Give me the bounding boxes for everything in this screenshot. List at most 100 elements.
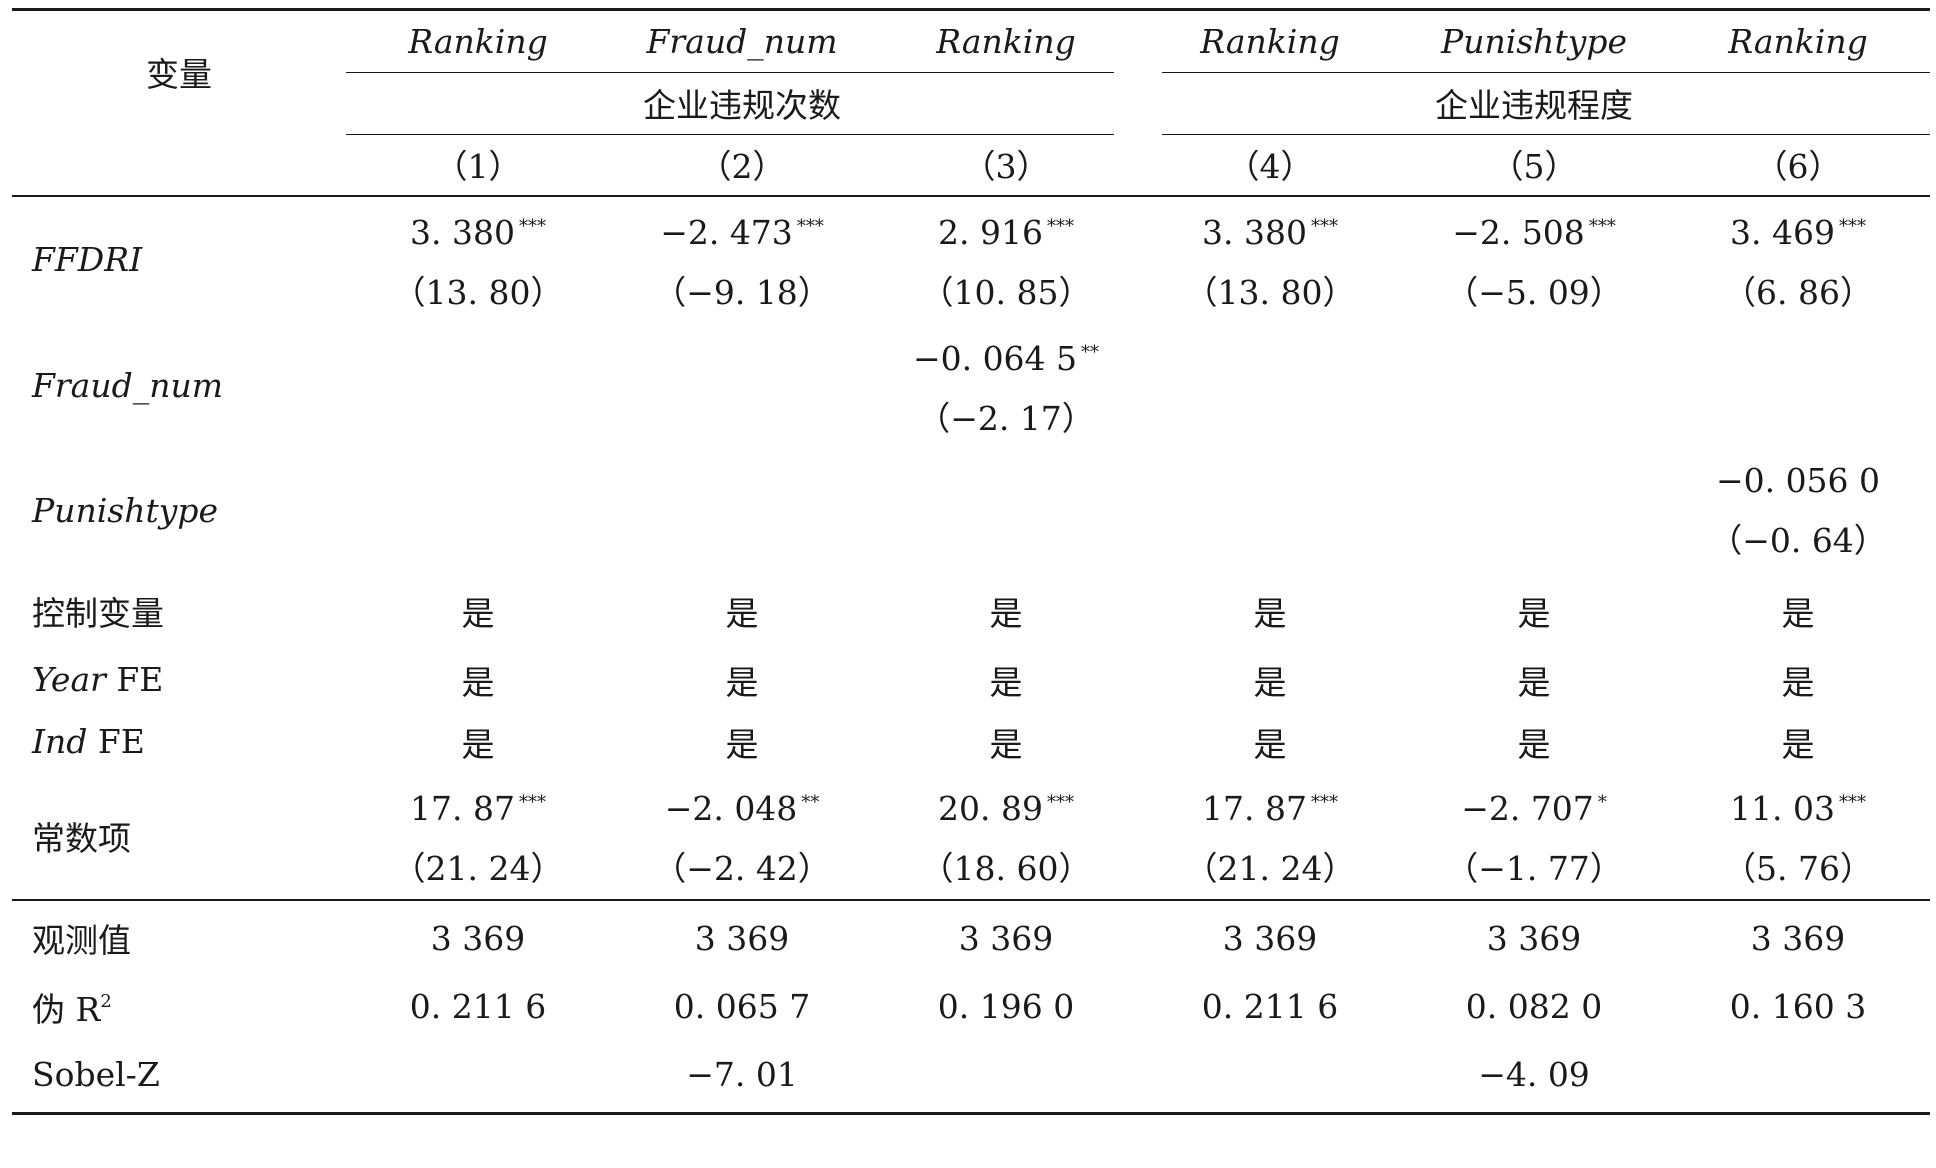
r2-cell-5: 0. 082 0 (1465, 987, 1603, 1026)
punishtype-cell-1 (346, 449, 610, 573)
controls-cell-6: 是 (1781, 593, 1815, 633)
col-number-blank (12, 133, 346, 197)
group-fraud-count: 企业违规次数 (346, 72, 1138, 135)
coef: 11. 03 (1730, 788, 1835, 828)
sobel-cell-1 (346, 1037, 610, 1115)
coef: 3. 469 (1730, 212, 1835, 252)
t-stat: （5. 76） (1723, 848, 1873, 888)
regression-table-container: 变量 Ranking Fraud_num Ranking Ranking Pun… (12, 8, 1930, 1115)
table-row-ffdri: FFDRI 3. 380 *** （13. 80） −2. 473 *** （−9. 1… (12, 196, 1930, 323)
fraud-num-cell-3: −0. 064 5 ** （−2. 17） (874, 323, 1138, 449)
col-number-6: （6） (1666, 133, 1930, 197)
stars: *** (1046, 215, 1074, 237)
year-label: Year (32, 660, 106, 699)
coef: 3. 380 (410, 212, 515, 252)
row-label-observations: 观测值 (32, 921, 131, 960)
t-stat: （21. 24） (392, 848, 564, 888)
ind-label: Ind (32, 722, 88, 761)
stars: * (1597, 791, 1607, 813)
col-number-1: （1） (346, 133, 610, 197)
punishtype-cell-3 (874, 449, 1138, 573)
year-fe-cell-5: 是 (1517, 662, 1551, 702)
obs-cell-4: 3 369 (1222, 918, 1318, 958)
col-number-3: （3） (874, 133, 1138, 197)
constant-cell-2: −2. 048 ** （−2. 42） (610, 772, 874, 901)
ffdri-cell-5: −2. 508 *** （−5. 09） (1402, 196, 1666, 323)
r2-cell-6: 0. 160 3 (1729, 987, 1867, 1026)
table-row-punishtype: Punishtype −0. 056 0 （−0. 64） (12, 449, 1930, 573)
constant-cell-3: 20. 89 *** （18. 60） (874, 772, 1138, 901)
stars: *** (1046, 791, 1074, 813)
t-stat: （10. 85） (920, 272, 1092, 312)
fraud-num-cell-1 (346, 323, 610, 449)
r2-label: 伪 R (32, 989, 101, 1029)
row-label-fraud-num: Fraud_num (32, 366, 224, 405)
col-number-5: （5） (1402, 133, 1666, 197)
controls-cell-5: 是 (1517, 593, 1551, 633)
header-row-groups: 企业违规次数 企业违规程度 (12, 72, 1930, 135)
year-fe-cell-6: 是 (1781, 662, 1815, 702)
r2-superscript: 2 (100, 990, 112, 1012)
stars: *** (1588, 215, 1616, 237)
punishtype-cell-4 (1138, 449, 1402, 573)
table-row-year-fe: Year FE 是 是 是 是 是 是 (12, 649, 1930, 711)
t-stat: （−5. 09） (1445, 272, 1623, 312)
ind-fe-cell-2: 是 (725, 724, 759, 764)
table-row-observations: 观测值 3 369 3 369 3 369 3 369 3 369 3 369 (12, 900, 1930, 976)
punishtype-cell-6: −0. 056 0 （−0. 64） (1666, 449, 1930, 573)
row-label-pseudo-r2: 伪 R2 (12, 976, 346, 1038)
t-stat: （6. 86） (1723, 272, 1873, 312)
stars: *** (796, 215, 824, 237)
year-fe-cell-2: 是 (725, 662, 759, 702)
r2-cell-2: 0. 065 7 (673, 987, 811, 1026)
ind-fe-cell-4: 是 (1253, 724, 1287, 764)
constant-cell-5: −2. 707 * （−1. 77） (1402, 772, 1666, 901)
r2-cell-1: 0. 211 6 (409, 987, 547, 1026)
sobel-cell-5: −4. 09 (1402, 1037, 1666, 1115)
stars: *** (1310, 791, 1338, 813)
stars: *** (518, 791, 546, 813)
r2-cell-4: 0. 211 6 (1201, 987, 1339, 1026)
coef: −2. 508 (1452, 212, 1585, 252)
t-stat: （−2. 17） (917, 398, 1095, 438)
r2-cell-3: 0. 196 0 (937, 987, 1075, 1026)
stars: ** (801, 791, 820, 813)
constant-cell-1: 17. 87 *** （21. 24） (346, 772, 610, 901)
t-stat: （18. 60） (920, 848, 1092, 888)
fraud-num-cell-4 (1138, 323, 1402, 449)
coef: −2. 048 (664, 788, 798, 828)
regression-table: 变量 Ranking Fraud_num Ranking Ranking Pun… (12, 8, 1930, 1115)
row-label-year-fe: Year FE (12, 649, 346, 711)
table-row-pseudo-r2: 伪 R2 0. 211 6 0. 065 7 0. 196 0 0. 211 6… (12, 976, 1930, 1038)
coef: 3. 380 (1202, 212, 1307, 252)
fraud-num-cell-5 (1402, 323, 1666, 449)
table-row-ind-fe: Ind FE 是 是 是 是 是 是 (12, 711, 1930, 773)
row-label-punishtype: Punishtype (32, 491, 219, 530)
coef: −2. 473 (660, 212, 793, 252)
header-row-dep-vars: 变量 Ranking Fraud_num Ranking Ranking Pun… (12, 8, 1930, 134)
coef: 17. 87 (1202, 788, 1307, 828)
sobel-cell-2: −7. 01 (610, 1037, 874, 1115)
group-fraud-severity: 企业违规程度 (1138, 72, 1930, 135)
controls-cell-1: 是 (461, 593, 495, 633)
row-label-constant: 常数项 (12, 772, 346, 901)
dep-var-1: Ranking (346, 8, 610, 74)
obs-cell-1: 3 369 (430, 918, 526, 958)
row-label-controls: 控制变量 (32, 593, 164, 633)
coef: −0. 064 5 (912, 338, 1078, 378)
sobel-cell-3 (874, 1037, 1138, 1115)
table-row-constant: 常数项 17. 87 *** （21. 24） −2. 048 ** （−2. 42） … (12, 772, 1930, 901)
row-label-ind-fe: Ind FE (12, 711, 346, 773)
t-stat: （−1. 77） (1445, 848, 1623, 888)
constant-cell-4: 17. 87 *** （21. 24） (1138, 772, 1402, 901)
coef: 17. 87 (410, 788, 515, 828)
fraud-num-cell-2 (610, 323, 874, 449)
stars: *** (518, 215, 546, 237)
stars: *** (1838, 215, 1866, 237)
row-label-sobel-z: Sobel-Z (12, 1037, 346, 1115)
dep-var-2: Fraud_num (610, 8, 874, 74)
sobel-cell-4 (1138, 1037, 1402, 1115)
obs-cell-2: 3 369 (694, 918, 790, 958)
row-label-ffdri: FFDRI (32, 240, 143, 279)
ffdri-cell-6: 3. 469 *** （6. 86） (1666, 196, 1930, 323)
